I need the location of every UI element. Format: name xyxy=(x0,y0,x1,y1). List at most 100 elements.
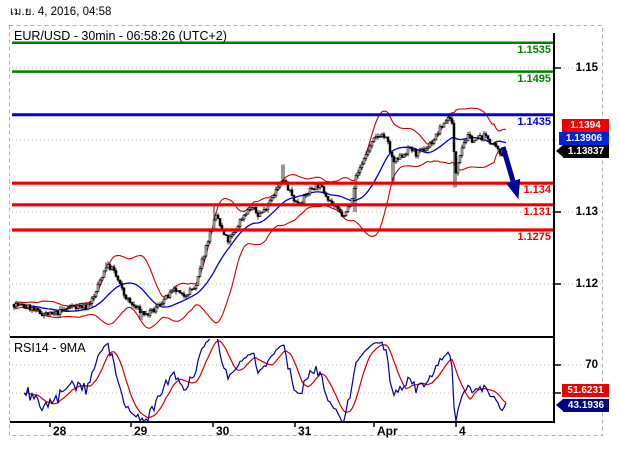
candle-body xyxy=(270,196,274,201)
candle-body xyxy=(490,143,494,145)
candle-body xyxy=(30,307,34,311)
rsi-ma-value-tag: 51.6231 xyxy=(562,384,609,397)
candle-body xyxy=(416,149,420,157)
candle-body xyxy=(388,141,392,153)
candle-body xyxy=(230,234,234,237)
candle-body xyxy=(116,275,120,281)
candle-body xyxy=(486,135,490,140)
candle-body xyxy=(50,311,54,315)
candle-body xyxy=(410,147,414,152)
dashed-frame xyxy=(9,25,603,436)
candle-body xyxy=(122,287,126,296)
candle-body xyxy=(324,192,328,197)
price-tag-high: 1.1394 xyxy=(562,119,609,132)
candle-body xyxy=(434,133,438,141)
price-tag-last: 1.13837 xyxy=(556,145,609,158)
candle-body xyxy=(362,158,366,165)
rsi-panel-series xyxy=(23,339,507,421)
candle-body xyxy=(104,267,108,272)
candle-body xyxy=(180,292,184,295)
candle-body xyxy=(360,163,364,169)
candle-body xyxy=(400,154,404,158)
candle-body xyxy=(232,232,236,236)
candle-body xyxy=(142,311,146,316)
candle-body xyxy=(124,294,128,300)
candle-body xyxy=(426,146,430,150)
candle-body xyxy=(24,306,28,309)
candle-body xyxy=(154,306,158,313)
candle-body xyxy=(286,184,290,191)
bollinger-upper-line xyxy=(13,107,506,308)
chart-title: EUR/USD - 30min - 06:58:26 (UTC+2) xyxy=(14,29,227,43)
candle-body xyxy=(466,134,470,142)
candle-body xyxy=(192,288,196,290)
candle-body xyxy=(470,135,474,143)
candle-body xyxy=(16,303,20,306)
candle-body xyxy=(330,200,334,204)
y-axis-label-1-15: 1.15 xyxy=(575,62,598,74)
rsi-value-tag: 43.1936 xyxy=(556,398,609,412)
candle-body xyxy=(228,236,232,243)
candle-body xyxy=(54,311,58,314)
level-label-1-134: 1.134 xyxy=(523,184,551,197)
candle-body xyxy=(92,295,96,299)
level-label-1-1435: 1.1435 xyxy=(517,115,551,128)
rsi-panel-label: RSI14 - 9MA xyxy=(14,341,86,355)
candle-body xyxy=(160,302,164,305)
candle-body xyxy=(356,172,360,177)
candle-body xyxy=(146,313,150,316)
candle-body xyxy=(432,139,436,144)
candle-body xyxy=(378,136,382,138)
candle-body xyxy=(238,219,242,227)
timestamp-caption: เม.ย. 4, 2016, 04:58 xyxy=(10,6,112,18)
price-tag-bid: 1.13906 xyxy=(559,131,609,145)
candle-body xyxy=(254,206,258,214)
x-axis-label-30: 30 xyxy=(216,424,230,438)
x-axis-label-28: 28 xyxy=(53,424,67,438)
candle-body xyxy=(302,195,306,204)
candle-body xyxy=(326,195,330,201)
candle-body xyxy=(172,287,176,291)
candle-body xyxy=(402,154,406,158)
candle-body xyxy=(14,303,18,308)
candle-body xyxy=(128,297,132,303)
candle-body xyxy=(218,218,222,226)
moving-average-line xyxy=(13,136,507,313)
candle-body xyxy=(344,211,348,216)
candle-body xyxy=(144,313,148,316)
candle-body xyxy=(158,304,162,306)
candle-body xyxy=(216,214,220,219)
level-label-1-131: 1.131 xyxy=(523,205,551,218)
candle-body xyxy=(370,141,374,147)
candle-body xyxy=(70,305,74,308)
candle-body xyxy=(198,267,202,277)
candle-body xyxy=(288,189,292,192)
candle-body xyxy=(382,133,386,138)
candle-body xyxy=(438,126,442,135)
candle-body xyxy=(368,145,372,152)
candle-body xyxy=(164,294,168,300)
candle-body xyxy=(320,184,324,188)
candle-body xyxy=(58,308,62,315)
candle-body xyxy=(206,241,210,246)
x-axis-label-apr: Apr xyxy=(377,424,398,438)
candle-body xyxy=(44,312,48,315)
candle-body xyxy=(194,284,198,289)
candle-body xyxy=(28,304,32,311)
candle-body xyxy=(84,304,88,310)
candle-body xyxy=(90,297,94,304)
candle-body xyxy=(440,126,444,128)
candle-body xyxy=(130,302,134,305)
candle-body xyxy=(494,143,498,147)
candle-body xyxy=(464,140,468,143)
candle-body xyxy=(304,194,308,197)
candle-body xyxy=(310,187,314,190)
level-label-1-1495: 1.1495 xyxy=(517,72,551,85)
candle-body xyxy=(66,307,70,310)
candle-body xyxy=(208,231,212,243)
candle-body xyxy=(306,193,310,196)
candle-body xyxy=(202,255,206,260)
candle-body xyxy=(328,199,332,202)
